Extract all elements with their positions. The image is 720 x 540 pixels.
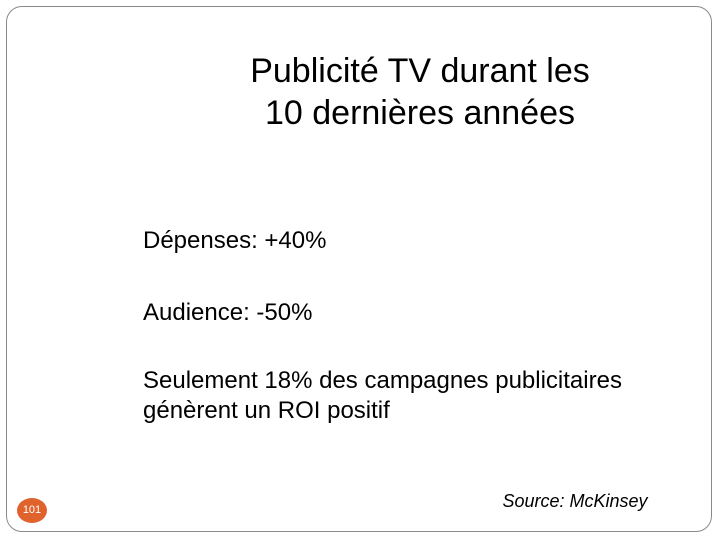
page-number-badge: 101 xyxy=(17,498,47,523)
slide-title-line-2: 10 dernières années xyxy=(264,94,575,132)
slide-title-line-1: Publicité TV durant les xyxy=(250,52,590,90)
slide-frame xyxy=(6,6,712,532)
source-citation: Source: McKinsey xyxy=(502,491,648,511)
bullet-roi: Seulement 18% des campagnes publicitaire… xyxy=(143,367,622,424)
bullet-spending: Dépenses: +40% xyxy=(143,227,327,254)
bullet-audience: Audience: -50% xyxy=(143,299,313,326)
slide-title: Publicité TV durant les 10 dernières ann… xyxy=(200,50,640,134)
